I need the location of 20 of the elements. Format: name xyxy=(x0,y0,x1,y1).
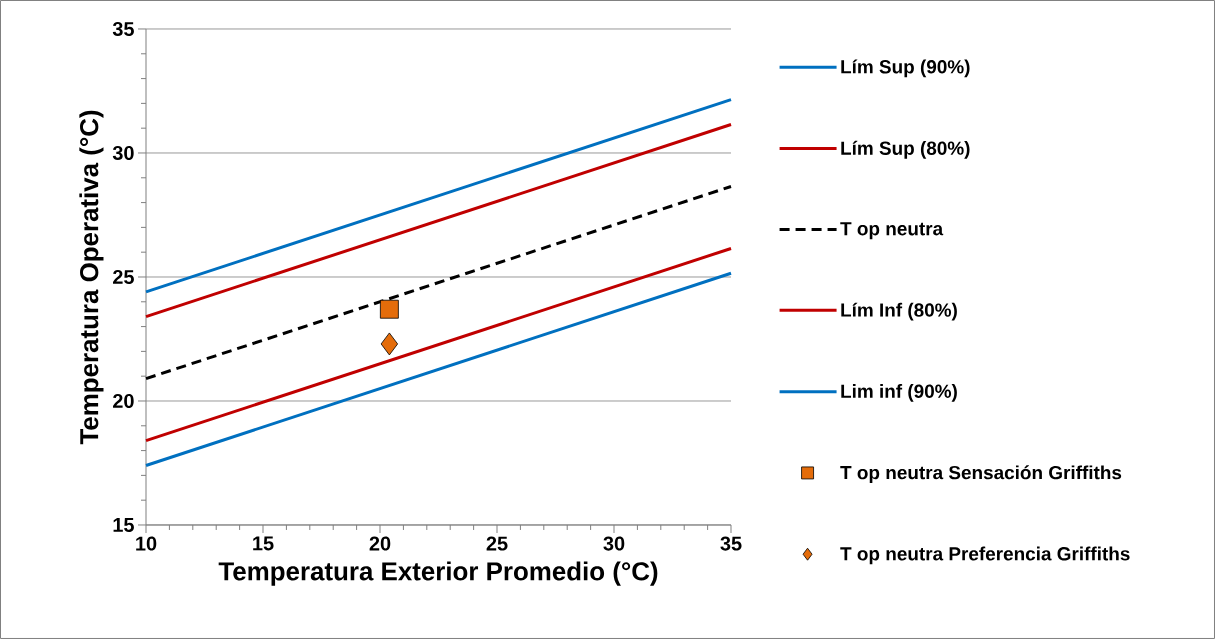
x-tick-label: 35 xyxy=(720,536,742,551)
legend-label: Lím Sup (90%) xyxy=(841,59,970,78)
x-tick-label: 25 xyxy=(486,536,508,551)
x-tick-label: 10 xyxy=(136,536,157,551)
x-axis-title: Temperatura Exterior Promedio (°C) xyxy=(218,561,658,586)
legend-label: T op neutra xyxy=(840,222,944,240)
legend-label: Lim inf (90%) xyxy=(841,384,957,402)
y-tick-label: 15 xyxy=(113,518,134,532)
legend-label: Lím Sup (80%) xyxy=(841,140,970,159)
legend-label: T op neutra Sensación Griffiths xyxy=(840,465,1122,484)
x-tick-label: 15 xyxy=(253,536,274,551)
y-tick-label: 35 xyxy=(112,21,134,37)
y-axis-title: Temperatura Operativa (°C) xyxy=(79,110,104,445)
y-tick-label: 25 xyxy=(113,269,134,285)
legend-label: Lím Inf (80%) xyxy=(841,302,957,321)
y-tick-label: 20 xyxy=(113,393,134,409)
x-tick-label: 30 xyxy=(603,536,625,551)
x-tick-label: 20 xyxy=(369,536,391,551)
y-tick-label: 30 xyxy=(112,145,134,161)
legend-label: T op neutra Preferencia Griffiths xyxy=(840,546,1130,565)
